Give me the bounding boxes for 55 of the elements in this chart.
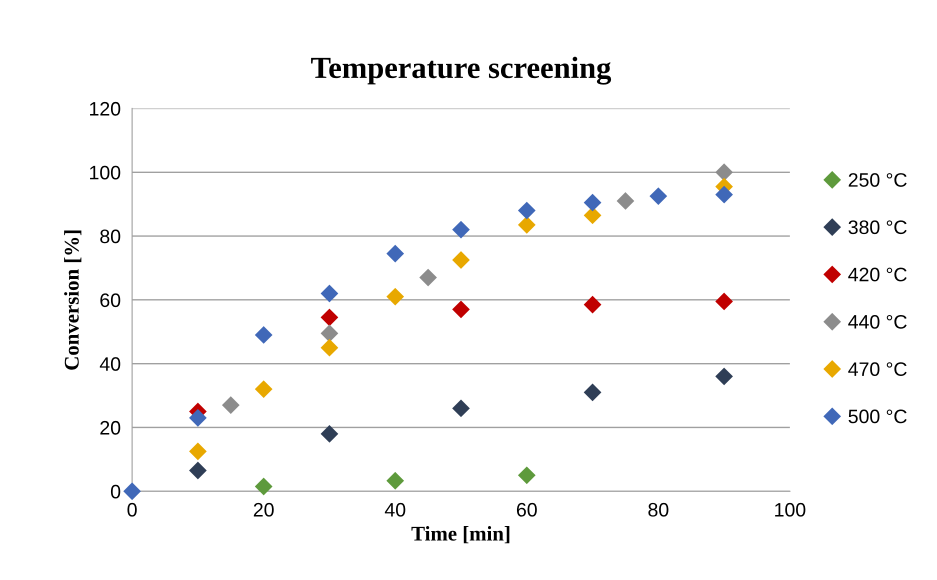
point [386,288,404,306]
point [716,164,733,181]
y-tick-label: 0 [110,484,120,498]
point [320,425,338,442]
point [716,186,733,204]
x-tick-label: 80 [648,502,668,517]
point [518,202,536,220]
y-tick-label: 120 [90,102,120,116]
point [320,284,338,302]
point [320,308,338,326]
point [255,478,272,496]
point [518,466,536,484]
point [189,442,206,460]
y-tick-label: 60 [100,293,120,308]
y-tick-label: 40 [100,357,120,371]
point [584,194,602,212]
point [616,192,634,210]
point [518,216,536,234]
point [452,251,470,269]
point [650,188,667,205]
x-tick-label: 20 [254,502,274,517]
legend-label: 500 °C [848,410,907,424]
y-tick-label: 100 [90,166,120,180]
point [189,409,206,426]
point [189,462,206,480]
x-tick-label: 60 [516,502,537,517]
point [386,472,404,490]
point [584,384,602,401]
point [320,339,338,356]
point [452,221,470,238]
legend-label: 420 °C [848,268,907,282]
point [222,396,240,414]
point [452,300,470,318]
x-tick-label: 100 [775,502,806,517]
point [420,268,437,286]
legend-label: 380 °C [848,220,907,234]
x-tick-label: 40 [384,502,406,517]
x-tick-label: 0 [127,502,137,517]
point [716,292,733,310]
point [716,368,733,385]
legend-label: 470 °C [848,362,907,376]
point [452,400,470,417]
y-tick-label: 80 [100,230,120,244]
y-axis-title: Conversion [%] [64,230,82,370]
point [124,482,141,500]
point [386,245,404,262]
point [255,326,272,344]
chart-title: Temperature screening [311,56,612,85]
y-tick-label: 20 [100,420,120,435]
legend-label: 250 °C [848,173,907,187]
legend-label: 440 °C [848,314,907,329]
x-axis-title: Time [min] [411,526,510,544]
point [255,380,272,398]
point [584,296,602,314]
point [320,324,338,342]
